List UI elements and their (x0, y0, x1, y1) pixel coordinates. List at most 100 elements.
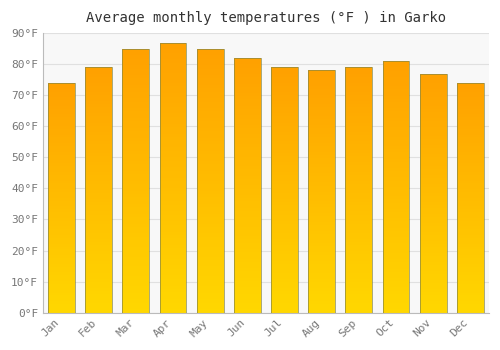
Bar (86, 199, 112, 202)
Bar (308, 292, 335, 294)
Bar (382, 266, 409, 269)
Bar (420, 112, 446, 116)
Bar (271, 220, 298, 224)
Bar (48, 270, 75, 272)
Bar (382, 225, 409, 228)
Bar (457, 155, 483, 158)
Bar (122, 78, 149, 82)
Bar (346, 86, 372, 89)
Bar (271, 242, 298, 245)
Bar (86, 190, 112, 193)
Bar (197, 161, 224, 164)
Bar (48, 181, 75, 183)
Bar (382, 61, 409, 64)
Bar (122, 300, 149, 303)
Bar (48, 106, 75, 109)
Bar (197, 207, 224, 210)
Bar (234, 239, 260, 243)
Bar (160, 43, 186, 46)
Bar (457, 140, 483, 143)
Bar (122, 293, 149, 296)
Bar (48, 293, 75, 295)
Bar (122, 85, 149, 88)
Bar (48, 307, 75, 310)
Bar (122, 230, 149, 233)
Bar (346, 135, 372, 138)
Bar (271, 307, 298, 309)
Bar (86, 208, 112, 211)
Bar (271, 77, 298, 80)
Bar (308, 180, 335, 182)
Bar (234, 297, 260, 300)
Bar (420, 190, 446, 193)
Bar (382, 228, 409, 231)
Bar (346, 282, 372, 285)
Bar (197, 187, 224, 191)
Bar (271, 276, 298, 279)
Bar (382, 218, 409, 222)
Bar (420, 157, 446, 160)
Bar (271, 67, 298, 313)
Bar (160, 242, 186, 245)
Bar (382, 140, 409, 143)
Bar (48, 83, 75, 86)
Bar (346, 181, 372, 184)
Bar (48, 143, 75, 146)
Bar (122, 260, 149, 263)
Bar (457, 293, 483, 295)
Bar (308, 307, 335, 310)
Bar (86, 224, 112, 227)
Bar (457, 97, 483, 100)
Bar (420, 139, 446, 142)
Bar (234, 150, 260, 154)
Bar (160, 299, 186, 302)
Bar (420, 208, 446, 211)
Bar (48, 247, 75, 250)
Bar (308, 276, 335, 279)
Bar (308, 301, 335, 303)
Bar (308, 149, 335, 152)
Bar (197, 98, 224, 101)
Bar (160, 272, 186, 275)
Bar (197, 270, 224, 273)
Bar (197, 247, 224, 250)
Bar (420, 145, 446, 148)
Bar (346, 260, 372, 264)
Bar (86, 193, 112, 196)
Bar (48, 281, 75, 284)
Bar (346, 199, 372, 202)
Bar (160, 80, 186, 83)
Bar (122, 128, 149, 131)
Bar (197, 141, 224, 145)
Bar (271, 254, 298, 258)
Bar (420, 220, 446, 223)
Bar (382, 99, 409, 102)
Bar (234, 112, 260, 116)
Bar (308, 207, 335, 210)
Bar (420, 226, 446, 229)
Bar (86, 215, 112, 218)
Bar (346, 187, 372, 190)
Bar (122, 161, 149, 164)
Bar (234, 284, 260, 287)
Bar (308, 116, 335, 119)
Bar (271, 98, 298, 101)
Bar (420, 298, 446, 301)
Bar (382, 127, 409, 130)
Bar (308, 240, 335, 243)
Bar (271, 141, 298, 144)
Bar (382, 118, 409, 121)
Bar (308, 83, 335, 86)
Bar (122, 263, 149, 266)
Bar (160, 218, 186, 222)
Bar (382, 64, 409, 68)
Bar (382, 174, 409, 177)
Bar (160, 140, 186, 144)
Bar (271, 193, 298, 196)
Bar (346, 159, 372, 162)
Bar (160, 46, 186, 49)
Bar (457, 181, 483, 183)
Bar (420, 211, 446, 214)
Bar (48, 264, 75, 267)
Bar (122, 72, 149, 75)
